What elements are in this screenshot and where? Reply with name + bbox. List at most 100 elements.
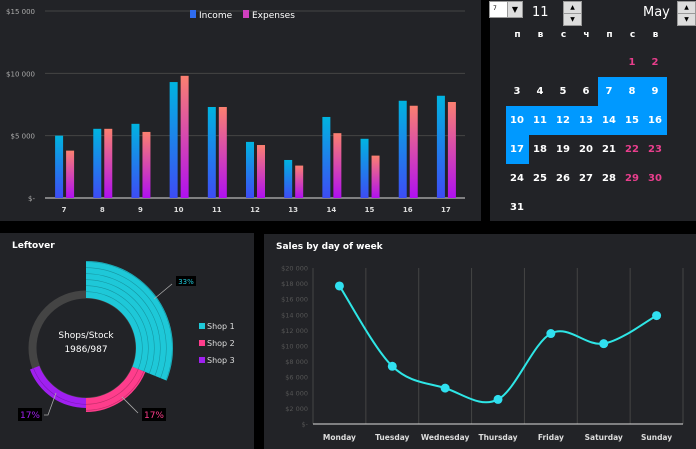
bar-income [322,116,331,198]
calendar-day-23[interactable]: 23 [648,144,662,155]
income-expenses-chart: $- $5 000 $10 000 $15 000 7 8 9 10 11 12 13 14 15 16 1… [6,8,465,214]
bar-expenses [104,128,113,198]
center-value: 1986/987 [64,345,107,355]
calendar-day-12[interactable]: 12 [551,106,575,135]
bar-expenses [180,75,189,198]
calendar-day-27[interactable]: 27 [579,173,593,184]
y-tick-label: $20 000 [281,265,308,273]
calendar-day-9[interactable]: 9 [643,77,667,106]
spin-up-icon[interactable]: ▲ [564,2,581,14]
calendar-day-15[interactable]: 15 [620,106,644,135]
bar-income [360,138,369,198]
data-label-box [142,408,166,421]
calendar-day-2[interactable]: 2 [651,57,659,68]
leader-line [153,283,173,300]
data-point [599,339,609,349]
spin-down-icon[interactable]: ▼ [570,16,575,23]
calendar-day-30[interactable]: 30 [648,173,662,184]
data-point [387,361,397,371]
y-tick-label: $14 000 [281,311,308,319]
month-value: May [643,5,670,20]
calendar-day-29[interactable]: 29 [625,173,639,184]
data-label: 33% [178,278,194,286]
x-tick-label: 13 [288,206,298,214]
calendar-day-25[interactable]: 25 [533,173,547,184]
spin-down-icon[interactable]: ▼ [684,16,689,23]
segment-stripe [86,267,167,379]
weekday-header: п [514,30,521,40]
x-tick-label: Wednesday [421,433,470,442]
x-tick-label: 9 [138,206,143,214]
income-expenses-chart-panel: $- $5 000 $10 000 $15 000 7 8 9 10 11 12 13 14 15 16 1… [0,0,481,221]
leftover-panel: Shops/Stock 1986/987 33% 17% 17% Shop 1 Shop 2… [0,233,254,449]
calendar-day-26[interactable]: 26 [556,173,570,184]
calendar-day-31[interactable]: 31 [510,202,524,213]
calendar-day-17[interactable]: 17 [505,135,529,164]
calendar-day-20[interactable]: 20 [579,144,593,155]
x-tick-label: 12 [250,206,260,214]
calendar-day-24[interactable]: 24 [510,173,524,184]
day-spinner[interactable]: ▲ ▼ [563,1,582,26]
leftover-donut-chart: Shops/Stock 1986/987 33% 17% 17% Shop 1 Shop 2… [18,261,235,421]
calendar-day-21[interactable]: 21 [602,144,616,155]
calendar-day-8[interactable]: 8 [620,77,644,106]
calendar-day-11[interactable]: 11 [528,106,552,135]
weekday-header: с [629,30,636,40]
donut-segment-shop-2 [86,366,146,412]
calendar-day-19[interactable]: 19 [556,144,570,155]
spin-up-icon[interactable]: ▲ [678,2,695,14]
data-label-box [176,276,196,286]
legend-income: Income [199,11,233,21]
legend-swatch [199,340,205,346]
legend-swatch-expenses [243,10,249,18]
x-tick-label: 14 [326,206,336,214]
weekday-header: в [537,30,544,40]
bar-expenses [66,150,75,198]
month-spinner[interactable]: ▲ ▼ [677,1,696,26]
chevron-down-icon[interactable]: ▼ [507,2,522,17]
calendar-day-10[interactable]: 10 [505,106,529,135]
calendar-day-13[interactable]: 13 [574,106,598,135]
x-tick-label: Saturday [585,433,623,442]
bar-expenses [295,165,304,198]
bar-income [169,82,178,198]
x-tick-label: 11 [212,206,222,214]
calendar-day-18[interactable]: 18 [533,144,547,155]
calendar-day-3[interactable]: 3 [513,86,521,97]
x-tick-label: 15 [365,206,375,214]
bar-income [93,128,102,198]
x-tick-label: 10 [174,206,184,214]
bar-expenses [218,106,227,198]
x-tick-label: Sunday [641,433,672,442]
calendar-day-16[interactable]: 16 [643,106,667,135]
y-tick-label: $12 000 [281,327,308,335]
bar-income [398,100,407,198]
sales-line-chart: $- $2 000 $4 000 $6 000 $8 000 $10 000 $12 000… [281,265,684,442]
y-tick-label: $2 000 [285,405,308,413]
y-tick-label: $6 000 [285,374,308,382]
x-tick-label: 7 [62,206,67,214]
week-dropdown[interactable]: 7 ▼ [489,1,523,18]
data-point [334,281,344,291]
calendar-day-14[interactable]: 14 [597,106,621,135]
x-tick-label: Monday [323,433,356,442]
data-point [652,311,662,321]
calendar-day-22[interactable]: 22 [625,144,639,155]
bar-expenses [257,145,265,198]
data-point [546,329,556,339]
legend-swatch [199,357,205,363]
segment-stripe [86,368,139,405]
calendar-panel: 7 ▼ 11 ▲ ▼ May ▲ ▼ п в с ч п с в 1 2 3 4 5 6 7 8 9 10 11 12 13… [489,0,696,221]
calendar-day-28[interactable]: 28 [602,173,616,184]
calendar-day-4[interactable]: 4 [536,86,544,97]
leader-line [121,396,139,414]
y-tick-label: $- [302,421,309,429]
calendar-day-5[interactable]: 5 [559,86,567,97]
legend-expenses: Expenses [252,11,295,21]
legend-swatch [199,323,205,329]
weekday-header: в [652,30,659,40]
calendar-day-1[interactable]: 1 [628,57,636,68]
calendar-day-7[interactable]: 7 [597,77,621,106]
x-tick-label: 8 [100,206,105,214]
calendar-day-6[interactable]: 6 [582,86,590,97]
